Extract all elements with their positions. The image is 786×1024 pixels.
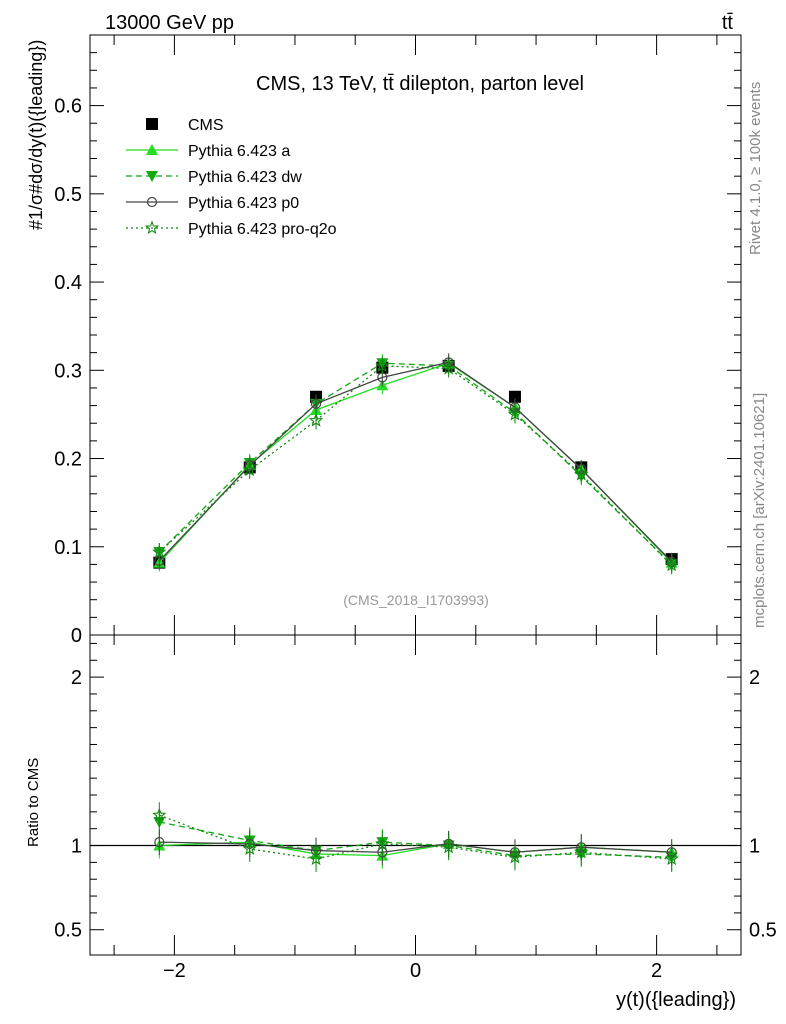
ratio-pythia-6-423-pro-q2o-point — [375, 836, 390, 850]
main-y-tick-label: 0.6 — [54, 96, 82, 118]
series-pythia-6-423-pro-q2o-point — [574, 466, 589, 481]
ratio-pythia-6-423-pro-q2o-point — [664, 851, 679, 866]
series-pythia-6-423-pro-q2o-point — [507, 406, 523, 421]
series-pythia-6-423-pro-q2o-point — [152, 544, 167, 559]
ratio-y-tick-label: 1 — [71, 836, 82, 858]
axes-group: 0 0.1 0.2 0.3 0.4 0.5 0.6 −2 0 2 0.5 0.5 1 1 2 2 — [54, 35, 777, 982]
ratio-pythia-6-423-pro-q2o-point — [507, 849, 523, 864]
main-y-tick-label: 0.5 — [54, 184, 82, 206]
main-y-tick-label: 0.1 — [54, 537, 82, 559]
legend-pythia-6-423-p0-marker — [146, 196, 158, 208]
legend-pythia-6-423-pro-q2o-marker — [144, 220, 160, 235]
x-tick-label: 2 — [651, 960, 662, 982]
series-pythia-6-423-dw-line — [158, 362, 673, 565]
ratio-y-axis-label: Ratio to CMS — [25, 758, 42, 847]
main-y-tick-label: 0.3 — [54, 360, 82, 382]
legend-pythia-6-423-dw-label: Pythia 6.423 dw — [188, 169, 302, 186]
series-pythia-6-423-pro-q2o-point — [242, 462, 257, 477]
ratio-pythia-6-423-pro-q2o-point — [152, 807, 167, 822]
ratio-pythia-6-423-pro-q2o-point — [574, 844, 589, 859]
ratio-pythia-6-423-dw-line — [159, 821, 672, 858]
series-pythia-6-423-p0-point — [310, 398, 322, 409]
ratio-y-tick-label: 2 — [71, 667, 82, 689]
legend-cms-label: CMS — [188, 117, 224, 134]
ratio-y-tick-label-right: 0.5 — [749, 920, 777, 942]
x-tick-label: 0 — [410, 960, 421, 982]
legend-cms-marker — [146, 118, 158, 130]
series-pythia-6-423-pro-q2o-point — [308, 413, 324, 427]
rivet-label: Rivet 4.1.0, ≥ 100k events — [747, 82, 764, 255]
ratio-pythia-6-423-pro-q2o-point — [242, 841, 257, 855]
process-label: tt̄ — [722, 12, 734, 34]
legend-pythia-6-423-pro-q2o-label: Pythia 6.423 pro-q2o — [188, 221, 337, 238]
series-pythia-6-423-p0-line — [158, 361, 673, 563]
ratio-pythia-6-423-p0-line — [159, 841, 672, 853]
series-pythia-6-423-pro-q2o-point — [441, 361, 456, 375]
mcplots-label: mcplots.cern.ch [arXiv:2401.10621] — [751, 393, 768, 628]
analysis-watermark: (CMS_2018_I1703993) — [343, 592, 489, 608]
series-pythia-6-423-pro-q2o-line — [158, 365, 673, 566]
series-pythia-6-423-a-line — [158, 362, 673, 564]
legend-pythia-6-423-a-label: Pythia 6.423 a — [188, 143, 290, 160]
x-tick-label: −2 — [163, 960, 186, 982]
main-y-tick-label: 0.2 — [54, 449, 82, 471]
series-pythia-6-423-pro-q2o-point — [664, 557, 679, 572]
x-axis-label: y(t)({leading}) — [616, 989, 736, 1011]
ratio-y-tick-label: 0.5 — [54, 920, 82, 942]
ratio-y-tick-label-right: 1 — [749, 836, 760, 858]
series-group — [152, 353, 679, 872]
chart-title: CMS, 13 TeV, tt̄ dilepton, parton level — [256, 73, 584, 95]
main-y-tick-label: 0 — [71, 625, 82, 647]
legend: CMS Pythia 6.423 a Pythia 6.423 dw Pythia 6… — [126, 117, 337, 238]
series-cms-point — [508, 390, 521, 403]
legend-pythia-6-423-a-marker — [146, 144, 158, 155]
ratio-pythia-6-423-p0-point — [154, 837, 165, 848]
series-pythia-6-423-pro-q2o-point — [375, 358, 390, 372]
energy-label: 13000 GeV pp — [105, 12, 234, 34]
legend-pythia-6-423-dw-marker — [146, 171, 158, 182]
ratio-panel-frame — [89, 634, 742, 956]
main-y-tick-label: 0.4 — [54, 272, 82, 294]
main-y-axis-label: #1/σ#dσ/dy(t)({leading}) — [26, 40, 46, 230]
legend-pythia-6-423-p0-label: Pythia 6.423 p0 — [188, 195, 299, 212]
ratio-y-tick-label-right: 2 — [749, 667, 760, 689]
ratio-pythia-6-423-pro-q2o-point — [308, 851, 324, 866]
ratio-pythia-6-423-pro-q2o-line — [159, 814, 672, 860]
ratio-pythia-6-423-pro-q2o-point — [441, 839, 456, 854]
